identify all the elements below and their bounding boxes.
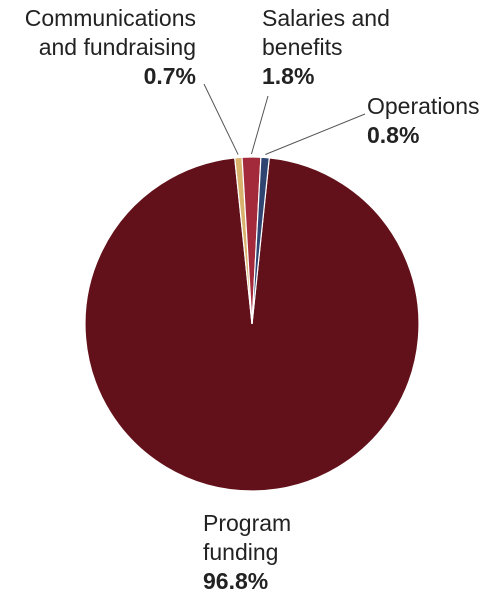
leader-line-operations [265,113,366,155]
pie-slice-program-funding [84,157,420,492]
slice-label-communications: Communications and fundraising 0.7% [25,4,196,91]
slice-label-communications-line2: and fundraising [38,34,196,60]
slice-label-operations: Operations 0.8% [367,92,480,150]
slice-label-salaries-line2: benefits [262,34,343,60]
slice-value-operations: 0.8% [367,122,420,148]
slice-label-program-line1: Program [203,510,292,536]
slice-label-program-line2: funding [203,539,279,565]
slice-value-salaries: 1.8% [262,63,315,89]
leader-lines [203,83,366,155]
slice-label-communications-line1: Communications [24,5,196,31]
pie-slices [84,156,420,492]
slice-label-operations-line1: Operations [367,93,480,119]
slice-value-communications: 0.7% [143,63,196,89]
slice-value-program-funding: 96.8% [203,568,269,594]
leader-line-communications [203,83,239,155]
pie-slice-operations [251,156,270,325]
slice-label-salaries: Salaries and benefits 1.8% [262,4,390,91]
slice-label-salaries-line1: Salaries and [262,5,390,31]
slice-label-program-funding: Program funding 96.8% [203,509,291,596]
leader-line-salaries [250,95,269,155]
